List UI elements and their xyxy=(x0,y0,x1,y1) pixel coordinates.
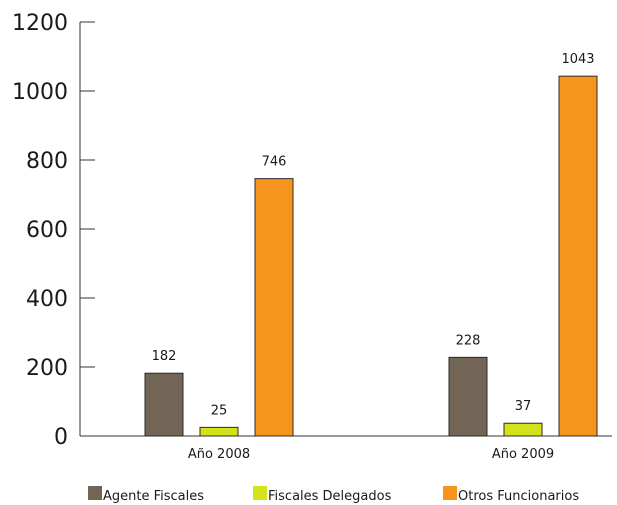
data-labels: 182 25 746 228 37 1043 xyxy=(152,52,595,418)
bar xyxy=(503,422,543,437)
bar xyxy=(448,356,488,437)
legend-item: Otros Funcionarios xyxy=(443,486,579,504)
bar xyxy=(254,178,294,437)
bar xyxy=(558,75,598,437)
data-label: 37 xyxy=(515,399,532,414)
y-tick-label: 800 xyxy=(26,149,68,174)
data-label: 182 xyxy=(152,349,177,364)
y-tick-label: 400 xyxy=(26,287,68,312)
data-label: 228 xyxy=(456,333,481,348)
data-label: 25 xyxy=(211,403,228,418)
x-tick-label: Año 2008 xyxy=(188,447,250,462)
legend-swatch xyxy=(443,486,457,500)
legend: Agente Fiscales Fiscales Delegados Otros F… xyxy=(88,486,579,504)
bar xyxy=(199,426,239,437)
legend-item: Fiscales Delegados xyxy=(253,486,392,504)
y-tick-label: 200 xyxy=(26,356,68,381)
legend-label: Otros Funcionarios xyxy=(458,489,579,504)
legend-label: Agente Fiscales xyxy=(103,489,204,504)
y-tick-label: 1200 xyxy=(12,11,68,36)
legend-swatch xyxy=(253,486,267,500)
bars xyxy=(144,75,598,437)
y-tick-label: 1000 xyxy=(12,80,68,105)
data-label: 1043 xyxy=(561,52,594,67)
y-tick-label: 0 xyxy=(54,425,68,450)
bar xyxy=(144,372,184,437)
data-label: 746 xyxy=(262,155,287,170)
legend-swatch xyxy=(88,486,102,500)
legend-item: Agente Fiscales xyxy=(88,486,204,504)
x-axis: Año 2008 Año 2009 xyxy=(80,435,612,462)
y-axis: 0 200 400 600 800 1000 1200 xyxy=(12,11,95,450)
x-tick-label: Año 2009 xyxy=(492,447,554,462)
legend-label: Fiscales Delegados xyxy=(268,489,392,504)
y-tick-label: 600 xyxy=(26,218,68,243)
